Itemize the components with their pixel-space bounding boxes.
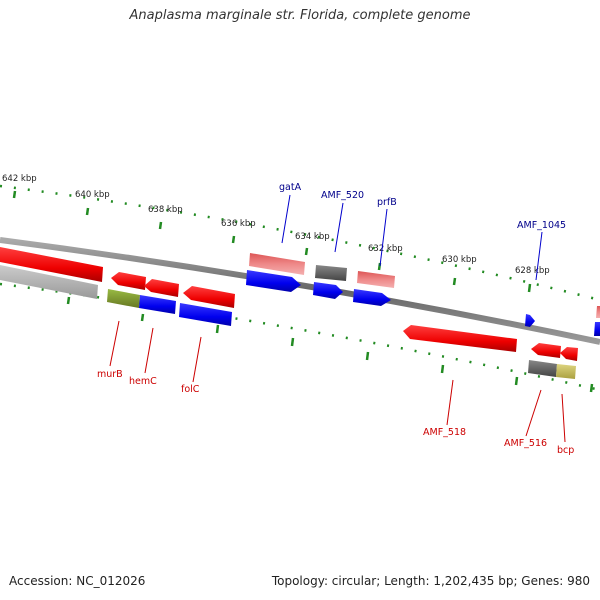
feature-AMF_1045[interactable] — [525, 314, 535, 327]
topology-summary: Topology: circular; Length: 1,202,435 bp… — [271, 574, 590, 588]
ruler-labels: 642 kbp 640 kbp 638 kbp 636 kbp 634 kbp … — [2, 174, 550, 276]
label-gatA: gatA — [279, 182, 302, 193]
forward-leaders — [281, 194, 543, 281]
outer-tick-ring — [0, 184, 600, 302]
feature-blue-cds-3[interactable] — [353, 289, 391, 306]
feature-murB[interactable] — [107, 289, 140, 308]
label-folC: folC — [181, 384, 200, 395]
feature-red-cds-b[interactable] — [144, 279, 179, 297]
feature-folC[interactable] — [179, 303, 232, 326]
feature-red-cds-c[interactable] — [183, 286, 235, 308]
label-AMF_1045: AMF_1045 — [517, 220, 566, 231]
label-prfB: prfB — [377, 197, 397, 208]
feature-AMF_518[interactable] — [403, 325, 517, 352]
feature-blue-cds-1[interactable] — [246, 270, 301, 292]
feature-AMF_516[interactable] — [528, 360, 557, 377]
feature-pink-edge[interactable] — [596, 306, 600, 318]
feature-blue-edge[interactable] — [594, 322, 600, 336]
inner-tick-ring — [0, 282, 600, 392]
ruler-label: 630 kbp — [442, 255, 477, 265]
feature-blue-cds-2[interactable] — [313, 282, 343, 299]
ruler-label: 642 kbp — [2, 174, 37, 184]
feature-red-cds-e[interactable] — [560, 347, 578, 361]
accession-text: Accession: NC_012026 — [9, 574, 146, 588]
feature-gray-light-left[interactable] — [0, 265, 98, 299]
reverse-leaders — [109, 320, 566, 443]
feature-hemC[interactable] — [139, 295, 176, 314]
label-AMF_516: AMF_516 — [504, 438, 547, 449]
ruler-label: 634 kbp — [295, 232, 330, 242]
map-title: Anaplasma marginale str. Florida, comple… — [129, 8, 471, 23]
ruler-label: 628 kbp — [515, 266, 550, 276]
feature-red-cds-left[interactable] — [0, 247, 103, 282]
ruler-label: 640 kbp — [75, 190, 110, 200]
feature-gatA[interactable] — [249, 253, 305, 275]
forward-labels: gatA AMF_520 prfB AMF_1045 — [279, 182, 566, 231]
reverse-labels: murB hemC folC AMF_518 AMF_516 bcp — [97, 369, 574, 456]
outer-major-ticks — [12, 190, 532, 293]
label-AMF_518: AMF_518 — [423, 427, 466, 438]
ruler-label: 632 kbp — [368, 244, 403, 254]
label-AMF_520: AMF_520 — [321, 190, 364, 201]
feature-bcp[interactable] — [556, 364, 576, 379]
feature-AMF_520[interactable] — [315, 265, 347, 281]
label-bcp: bcp — [557, 445, 574, 456]
feature-prfB[interactable] — [357, 271, 395, 288]
feature-red-cds-d[interactable] — [531, 343, 561, 358]
ruler-label: 636 kbp — [221, 219, 256, 229]
label-murB: murB — [97, 369, 123, 380]
label-hemC: hemC — [129, 376, 157, 387]
ruler-label: 638 kbp — [148, 205, 183, 215]
feature-red-cds-a[interactable] — [111, 272, 146, 290]
inner-major-ticks — [66, 296, 594, 393]
